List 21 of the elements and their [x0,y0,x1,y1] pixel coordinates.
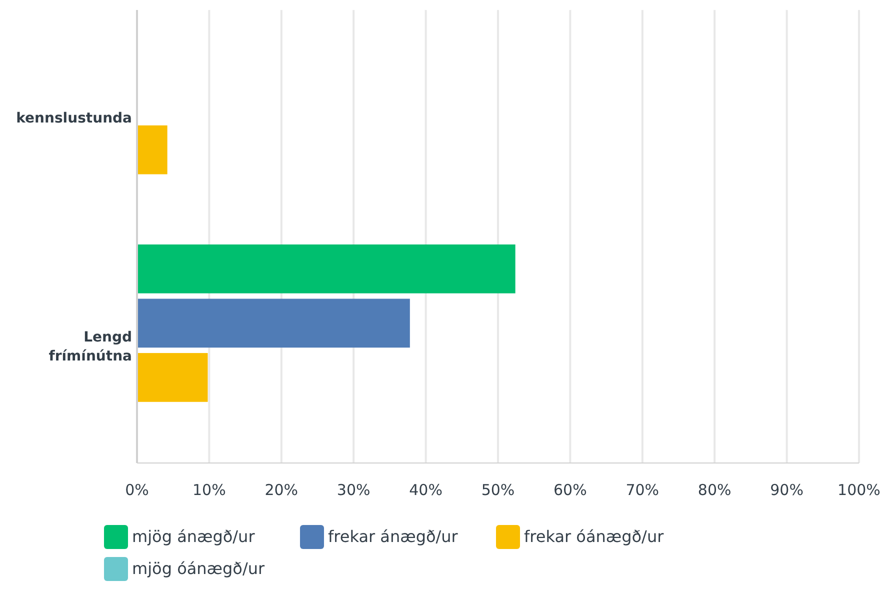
x-tick-label: 20% [264,481,298,499]
x-tick-label: 70% [626,481,660,499]
y-tick-label: kennslustunda [16,110,132,127]
legend-label: mjög ánægð/ur [132,527,256,546]
bar [137,298,410,348]
legend-label: mjög óánægð/ur [132,559,265,578]
legend-label: frekar óánægð/ur [524,527,664,546]
x-tick-label: 60% [554,481,587,499]
x-tick-label: 0% [125,481,149,499]
bar [137,353,208,402]
x-tick-label: 30% [336,481,370,499]
x-tick-label: 100% [838,481,880,499]
x-tick-label: 50% [481,481,515,499]
legend-label: frekar ánægð/ur [328,527,458,546]
x-tick-label: 90% [770,481,804,499]
bar [137,244,516,294]
x-tick-label: 80% [698,481,732,499]
x-tick-label: 40% [409,481,442,499]
x-tick-label: 10% [192,481,226,499]
y-tick-label: Lengd frímínútna [48,329,132,364]
bar [137,125,168,174]
